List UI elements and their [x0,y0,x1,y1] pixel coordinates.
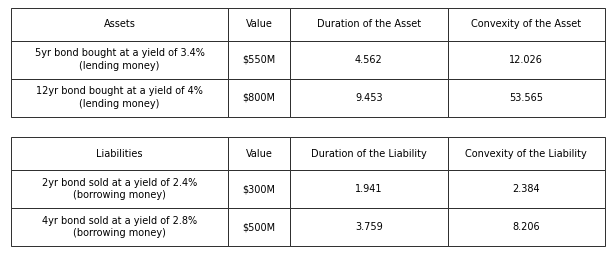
Bar [290,137,448,170]
Text: 9.453: 9.453 [355,93,383,103]
Text: Value: Value [246,19,272,29]
Bar [11,79,228,117]
Bar [448,137,605,170]
Text: 1.941: 1.941 [355,184,383,194]
Bar [11,208,228,246]
Text: $550M: $550M [242,55,275,65]
Text: Duration of the Liability: Duration of the Liability [311,149,427,159]
Text: $300M: $300M [243,184,275,194]
Text: Convexity of the Liability: Convexity of the Liability [465,149,587,159]
Text: 8.206: 8.206 [513,222,540,232]
Text: 12.026: 12.026 [509,55,543,65]
Text: 4yr bond sold at a yield of 2.8%
(borrowing money): 4yr bond sold at a yield of 2.8% (borrow… [42,216,197,238]
Bar [228,208,290,246]
Bar [11,41,228,79]
Bar [11,137,228,170]
Text: Assets: Assets [103,19,136,29]
Text: Value: Value [246,149,272,159]
Bar [448,208,605,246]
Text: 12yr bond bought at a yield of 4%
(lending money): 12yr bond bought at a yield of 4% (lendi… [36,87,203,109]
Bar [290,208,448,246]
Bar [228,137,290,170]
Bar [448,170,605,208]
Bar [228,170,290,208]
Bar [290,170,448,208]
Bar [228,41,290,79]
Bar [11,170,228,208]
Text: Convexity of the Asset: Convexity of the Asset [471,19,582,29]
Text: Duration of the Asset: Duration of the Asset [317,19,421,29]
Bar [290,79,448,117]
Text: 3.759: 3.759 [355,222,383,232]
Text: 2.384: 2.384 [513,184,540,194]
Text: 53.565: 53.565 [509,93,543,103]
Text: Liabilities: Liabilities [96,149,143,159]
Bar [11,8,228,41]
Bar [290,8,448,41]
Text: 2yr bond sold at a yield of 2.4%
(borrowing money): 2yr bond sold at a yield of 2.4% (borrow… [42,178,197,200]
Text: $500M: $500M [243,222,275,232]
Text: 5yr bond bought at a yield of 3.4%
(lending money): 5yr bond bought at a yield of 3.4% (lend… [34,48,205,71]
Bar [228,79,290,117]
Bar [290,41,448,79]
Bar [448,8,605,41]
Bar [228,8,290,41]
Text: $800M: $800M [243,93,275,103]
Bar [448,79,605,117]
Text: 4.562: 4.562 [355,55,383,65]
Bar [448,41,605,79]
